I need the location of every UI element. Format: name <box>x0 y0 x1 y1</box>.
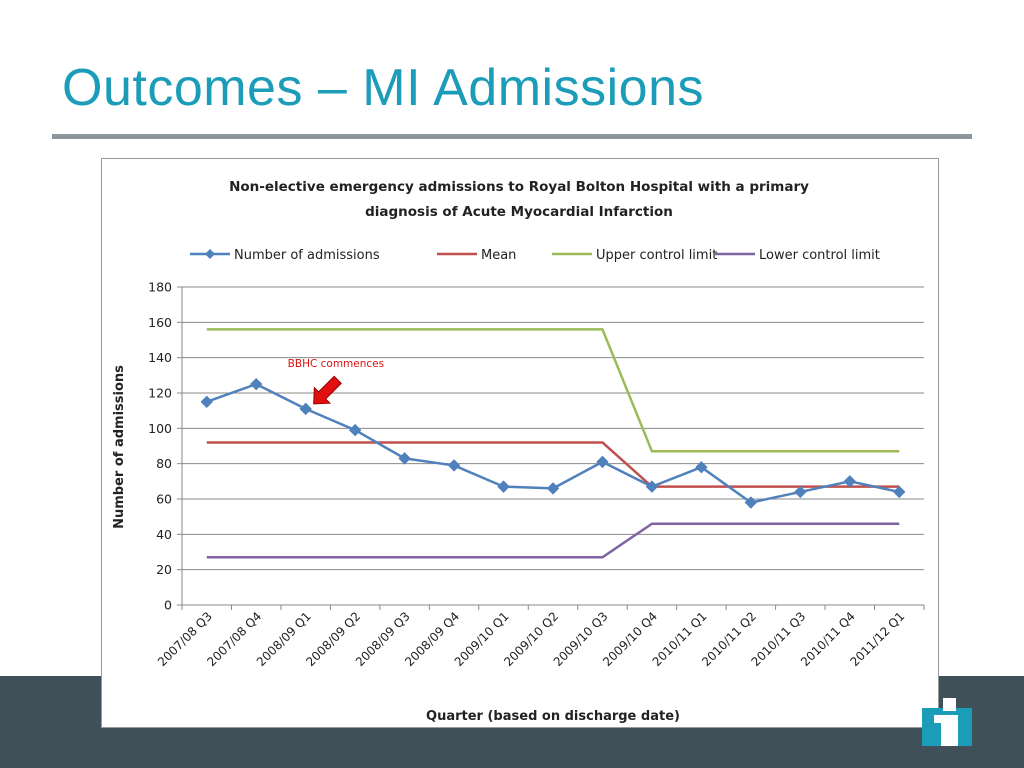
chart-title-line-1: Non-elective emergency admissions to Roy… <box>229 179 809 195</box>
y-tick-label: 40 <box>156 527 172 542</box>
admissions-point <box>893 485 906 499</box>
annotation-arrow-icon <box>313 375 342 405</box>
slide-title: Outcomes – MI Admissions <box>62 59 704 117</box>
legend-label-number-of-admissions: Number of admissions <box>234 248 380 263</box>
y-tick-label: 80 <box>156 456 172 471</box>
y-axis-label: Number of admissions <box>112 365 127 529</box>
series-line-upper-control-limit <box>206 328 900 453</box>
y-tick-label: 60 <box>156 492 172 507</box>
y-tick-label: 160 <box>148 315 172 330</box>
admissions-point <box>794 485 807 499</box>
admissions-point <box>695 460 708 474</box>
admissions-point <box>596 455 609 469</box>
admissions-point <box>843 475 857 488</box>
admissions-point <box>348 423 362 437</box>
chart-frame: Non-elective emergency admissions to Roy… <box>101 158 939 728</box>
x-axis-label: Quarter (based on discharge date) <box>426 709 680 724</box>
admissions-point <box>645 480 659 493</box>
series-line-lower-control-limit <box>206 522 900 559</box>
y-tick-label: 100 <box>148 421 172 436</box>
info-i-logo-icon <box>922 698 972 746</box>
admissions-point <box>299 402 312 416</box>
y-tick-label: 0 <box>164 598 172 613</box>
legend-label-mean: Mean <box>481 248 516 263</box>
y-tick-label: 180 <box>148 280 172 295</box>
control-chart: Non-elective emergency admissions to Roy… <box>112 179 925 724</box>
title-divider <box>52 134 972 139</box>
legend-label-lower-control-limit: Lower control limit <box>759 248 880 263</box>
admissions-point <box>744 496 758 509</box>
chart-legend: Number of admissions Mean Upper control li… <box>190 248 880 263</box>
admissions-point <box>546 482 560 495</box>
chart-title-line-2: diagnosis of Acute Myocardial Infarction <box>365 204 673 220</box>
y-tick-label: 20 <box>156 562 172 577</box>
y-tick-label: 140 <box>148 350 172 365</box>
admissions-point <box>497 480 510 493</box>
admissions-point <box>398 452 411 465</box>
admissions-point <box>249 377 263 391</box>
series-line-mean <box>206 441 900 488</box>
bbhc-annotation: BBHC commences <box>288 358 384 405</box>
y-tick-label: 120 <box>148 386 172 401</box>
legend-marker <box>205 249 215 259</box>
admissions-point <box>200 395 213 409</box>
annotation-label: BBHC commences <box>288 358 384 370</box>
admissions-point <box>447 459 461 472</box>
legend-label-upper-control-limit: Upper control limit <box>596 248 717 263</box>
